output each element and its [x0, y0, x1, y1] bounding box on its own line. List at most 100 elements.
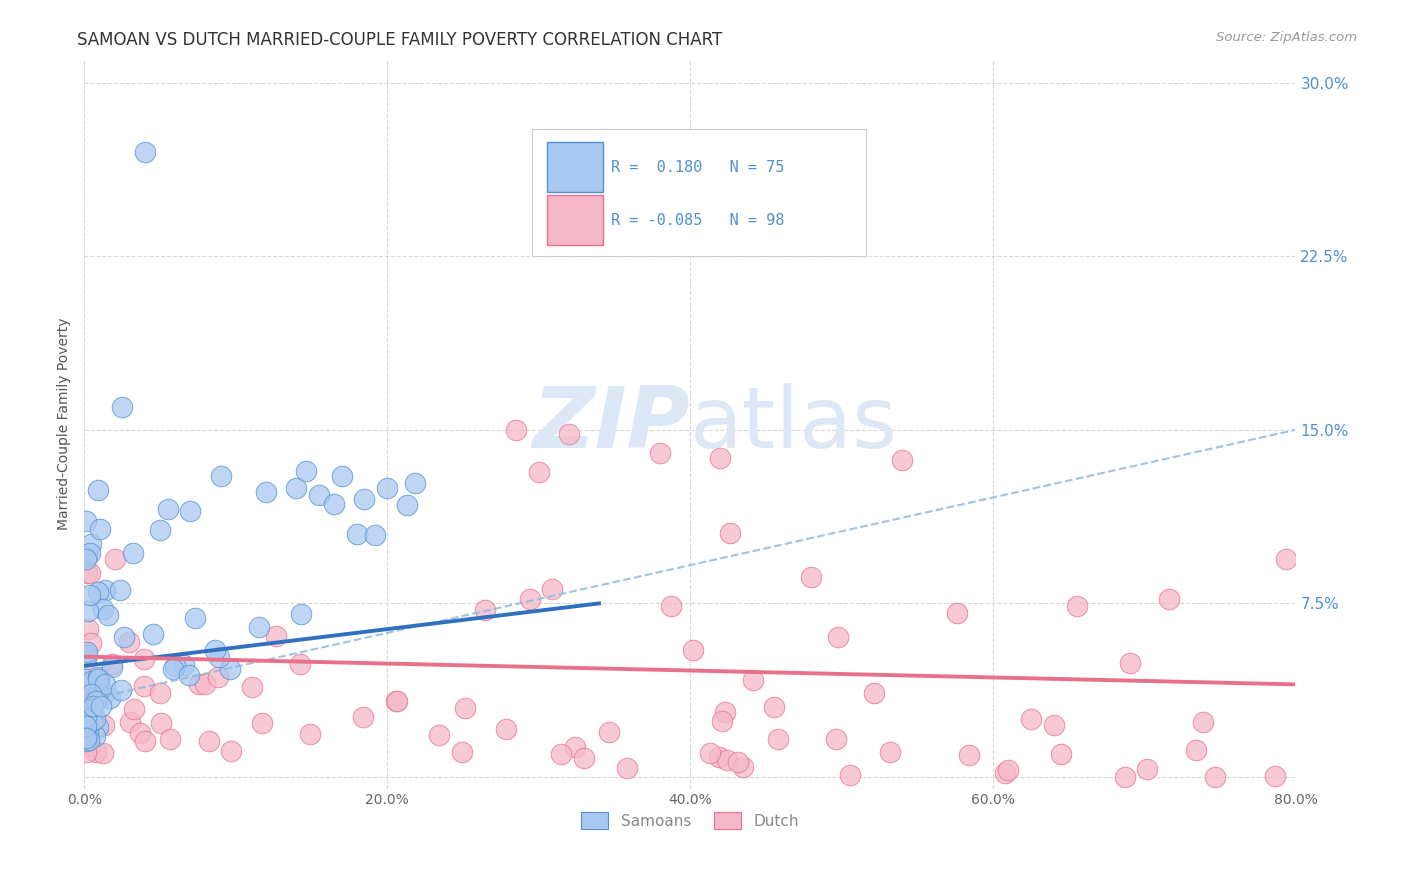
Point — [682, 643, 704, 657]
Point — [80, 536, 103, 550]
Point — [75, 734, 97, 748]
Point — [80, 673, 103, 688]
Point — [76, 648, 98, 662]
Y-axis label: Married-Couple Family Poverty: Married-Couple Family Poverty — [58, 318, 72, 531]
Point — [862, 686, 884, 700]
Point — [323, 497, 346, 511]
Point — [108, 582, 131, 597]
Point — [558, 427, 581, 442]
Point — [1066, 599, 1088, 613]
Point — [90, 699, 112, 714]
Point — [76, 622, 98, 636]
Point — [957, 748, 980, 763]
Point — [742, 673, 765, 687]
Point — [541, 582, 564, 596]
Point — [134, 733, 156, 747]
Point — [76, 645, 98, 659]
Text: atlas: atlas — [690, 383, 898, 466]
Point — [89, 522, 111, 536]
Point — [77, 732, 100, 747]
Point — [727, 755, 749, 769]
Point — [80, 705, 103, 719]
Point — [1191, 715, 1213, 730]
Text: ZIP: ZIP — [533, 383, 690, 466]
Point — [1114, 770, 1136, 784]
Point — [84, 712, 107, 726]
Point — [75, 652, 97, 666]
Point — [285, 481, 308, 495]
Point — [598, 725, 620, 739]
Point — [87, 670, 110, 684]
Point — [80, 713, 103, 727]
Point — [207, 670, 229, 684]
Point — [731, 760, 754, 774]
Point — [295, 464, 318, 478]
Point — [162, 662, 184, 676]
Point — [709, 450, 731, 465]
Point — [711, 714, 734, 728]
Point — [80, 636, 103, 650]
Text: R =  0.180   N = 75: R = 0.180 N = 75 — [612, 160, 785, 175]
Point — [134, 145, 156, 160]
Point — [762, 699, 785, 714]
Point — [474, 603, 496, 617]
Point — [94, 677, 117, 691]
Point — [142, 626, 165, 640]
Point — [363, 528, 385, 542]
Point — [118, 715, 141, 730]
Point — [519, 592, 541, 607]
Point — [616, 760, 638, 774]
Point — [122, 702, 145, 716]
Point — [997, 763, 1019, 777]
Point — [129, 725, 152, 739]
Point — [75, 731, 97, 745]
Point — [80, 701, 103, 715]
Point — [87, 671, 110, 685]
Point — [1042, 718, 1064, 732]
Point — [98, 691, 121, 706]
Point — [527, 465, 550, 479]
Point — [375, 481, 398, 495]
FancyBboxPatch shape — [533, 128, 866, 256]
Point — [91, 746, 114, 760]
Point — [250, 716, 273, 731]
Point — [77, 722, 100, 736]
Point — [825, 731, 848, 746]
Point — [87, 585, 110, 599]
Point — [707, 750, 730, 764]
Point — [84, 693, 107, 707]
Point — [75, 514, 97, 528]
Text: R = -0.085   N = 98: R = -0.085 N = 98 — [612, 213, 785, 227]
Point — [994, 766, 1017, 780]
Point — [118, 635, 141, 649]
Point — [550, 747, 572, 761]
Point — [149, 686, 172, 700]
Point — [1275, 551, 1298, 566]
Point — [122, 546, 145, 560]
Point — [82, 693, 104, 707]
Point — [173, 657, 195, 672]
Point — [76, 711, 98, 725]
Point — [204, 643, 226, 657]
Point — [87, 674, 110, 689]
Point — [79, 687, 101, 701]
Point — [1050, 747, 1073, 762]
Point — [75, 672, 97, 686]
Point — [207, 650, 229, 665]
Point — [79, 566, 101, 580]
Point — [308, 488, 330, 502]
Point — [209, 469, 232, 483]
Point — [156, 502, 179, 516]
Point — [800, 569, 823, 583]
Point — [353, 492, 375, 507]
Point — [75, 719, 97, 733]
Point — [1204, 770, 1226, 784]
Point — [429, 728, 451, 742]
Point — [451, 745, 474, 759]
Point — [76, 549, 98, 564]
FancyBboxPatch shape — [547, 143, 603, 193]
Point — [298, 727, 321, 741]
Point — [87, 719, 110, 733]
Point — [79, 546, 101, 560]
Point — [505, 423, 527, 437]
